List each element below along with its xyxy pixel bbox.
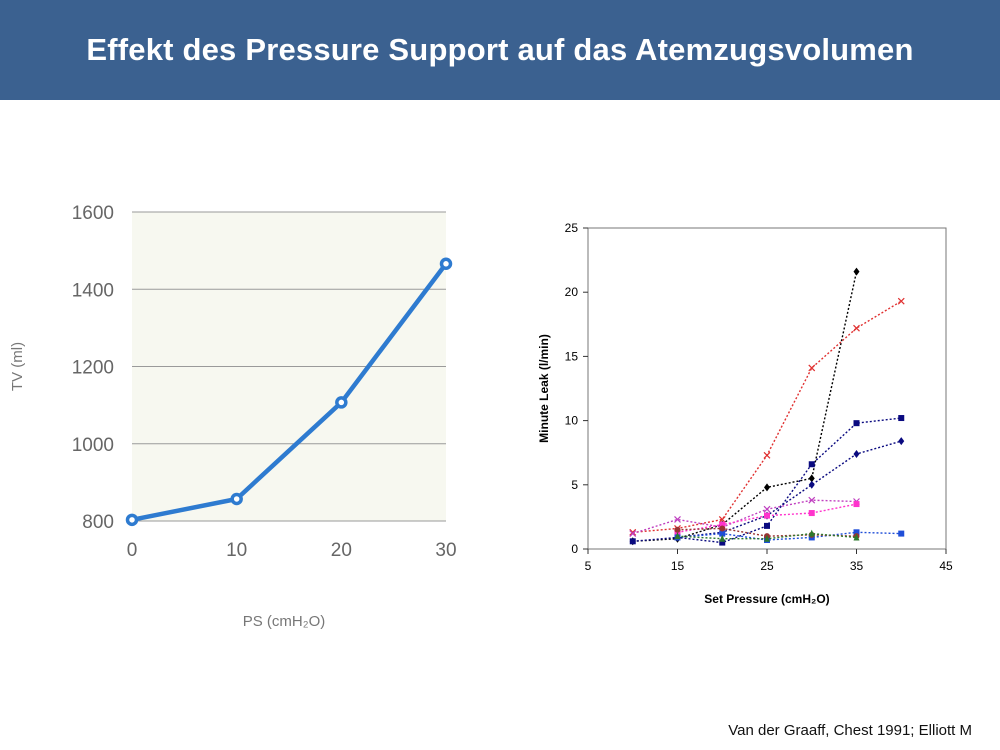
x-axis-label: Set Pressure (cmH₂O): [704, 592, 829, 606]
square-marker: [808, 461, 815, 468]
y-tick-label: 1000: [72, 435, 114, 456]
x-marker: [897, 297, 905, 305]
x-tick-label: 45: [939, 559, 953, 573]
diamond-marker: [808, 480, 815, 489]
x-marker: [808, 496, 816, 504]
x-tick-label: 5: [585, 559, 592, 573]
y-tick-label: 1400: [72, 280, 114, 301]
square-marker: [719, 539, 726, 546]
x-tick-label: 30: [435, 540, 456, 561]
series-line: [632, 271, 858, 542]
x-marker: [808, 364, 816, 372]
triangle-marker: [764, 534, 770, 542]
series-line: [677, 531, 902, 541]
x-tick-label: 15: [671, 559, 685, 573]
slide-title: Effekt des Pressure Support auf das Atem…: [86, 32, 914, 67]
y-tick-label: 10: [565, 414, 579, 428]
series-line: [677, 440, 902, 539]
circle-marker: [719, 525, 726, 532]
y-tick-label: 25: [565, 221, 579, 235]
diamond-marker: [764, 483, 770, 492]
y-tick-label: 1600: [72, 203, 114, 224]
y-axis-label: TV (ml): [9, 342, 26, 391]
square-marker: [764, 512, 770, 519]
series-9: [674, 529, 860, 542]
x-tick-label: 35: [850, 559, 864, 573]
y-tick-label: 800: [82, 512, 114, 533]
x-marker: [629, 530, 637, 538]
x-marker: [853, 324, 860, 332]
diamond-marker: [898, 437, 905, 446]
circle-marker: [674, 526, 681, 533]
x-tick-label: 20: [331, 540, 352, 561]
x-marker: [629, 528, 637, 536]
x-tick-label: 10: [226, 540, 247, 561]
triangle-marker: [808, 529, 815, 537]
series-line: [632, 499, 857, 535]
data-point: [439, 257, 453, 271]
y-tick-label: 15: [565, 349, 579, 363]
x-tick-label: 0: [127, 540, 138, 561]
square-marker: [898, 530, 905, 537]
title-bar: Effekt des Pressure Support auf das Atem…: [0, 0, 1000, 100]
y-tick-label: 20: [565, 285, 579, 299]
tv-series-line: [131, 262, 448, 523]
triangle-marker: [719, 534, 726, 542]
tidal-volume-line-chart: 800 1000 1200 1400 1600 0 10 20 30 TV (ml) PS (cmH…: [9, 203, 457, 630]
diamond-marker: [853, 449, 860, 458]
square-marker: [629, 538, 636, 545]
square-marker: [853, 501, 860, 508]
x-axis-label: PS (cmH₂O): [243, 613, 326, 630]
triangle-marker: [674, 532, 681, 540]
y-axis-label: Minute Leak (l/min): [537, 334, 551, 443]
plot-frame: [587, 227, 947, 550]
square-marker: [764, 522, 770, 529]
diamond-marker: [808, 474, 815, 483]
data-point: [230, 492, 243, 506]
x-marker: [674, 516, 681, 523]
square-marker: [719, 521, 726, 528]
square-marker: [853, 529, 860, 536]
triangle-marker: [853, 533, 860, 541]
y-tick-label: 5: [571, 478, 578, 492]
diamond-marker: [853, 267, 860, 276]
y-tick-label: 1200: [72, 358, 114, 379]
citation: Van der Graaff, Chest 1991; Elliott M: [728, 722, 972, 739]
data-point: [335, 396, 348, 409]
y-tick-label: 0: [571, 542, 578, 556]
square-marker: [719, 530, 726, 537]
data-point: [125, 513, 139, 527]
x-marker: [763, 505, 771, 513]
square-marker: [808, 510, 815, 517]
square-marker: [898, 415, 905, 422]
x-marker: [763, 451, 771, 459]
square-marker: [853, 420, 860, 427]
x-tick-label: 25: [760, 559, 774, 573]
x-marker: [718, 516, 726, 523]
